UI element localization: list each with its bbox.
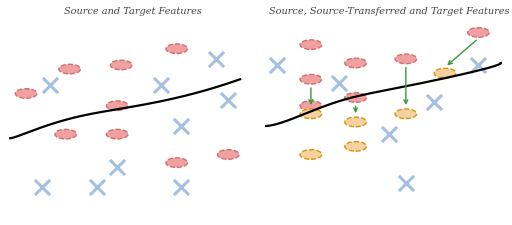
Circle shape	[434, 69, 456, 79]
Circle shape	[300, 41, 322, 50]
Point	[46, 84, 54, 88]
Point	[177, 185, 185, 189]
Point	[177, 125, 185, 128]
Circle shape	[55, 130, 77, 139]
Circle shape	[106, 130, 128, 139]
Circle shape	[345, 118, 367, 127]
Circle shape	[345, 59, 367, 68]
Circle shape	[166, 158, 187, 168]
Point	[212, 58, 221, 61]
Point	[402, 181, 410, 185]
Circle shape	[467, 29, 489, 38]
Point	[157, 84, 165, 88]
Circle shape	[15, 89, 37, 99]
Circle shape	[166, 45, 187, 54]
Point	[335, 82, 343, 86]
Circle shape	[345, 142, 367, 151]
Circle shape	[218, 150, 239, 160]
Point	[93, 185, 101, 189]
Point	[385, 133, 393, 136]
Circle shape	[395, 55, 417, 64]
Circle shape	[300, 101, 322, 111]
Circle shape	[59, 65, 80, 74]
Circle shape	[106, 101, 128, 111]
Point	[113, 165, 121, 169]
Circle shape	[300, 110, 322, 119]
Text: Source, Source-Transferred and Target Features: Source, Source-Transferred and Target Fe…	[269, 7, 509, 16]
Point	[475, 64, 483, 68]
Point	[224, 98, 232, 102]
Circle shape	[300, 150, 322, 160]
Text: Source and Target Features: Source and Target Features	[64, 7, 202, 16]
Circle shape	[395, 110, 417, 119]
Point	[430, 100, 438, 104]
Point	[38, 185, 46, 189]
Point	[273, 64, 282, 68]
Circle shape	[111, 61, 132, 70]
Circle shape	[345, 93, 367, 103]
Circle shape	[300, 75, 322, 85]
